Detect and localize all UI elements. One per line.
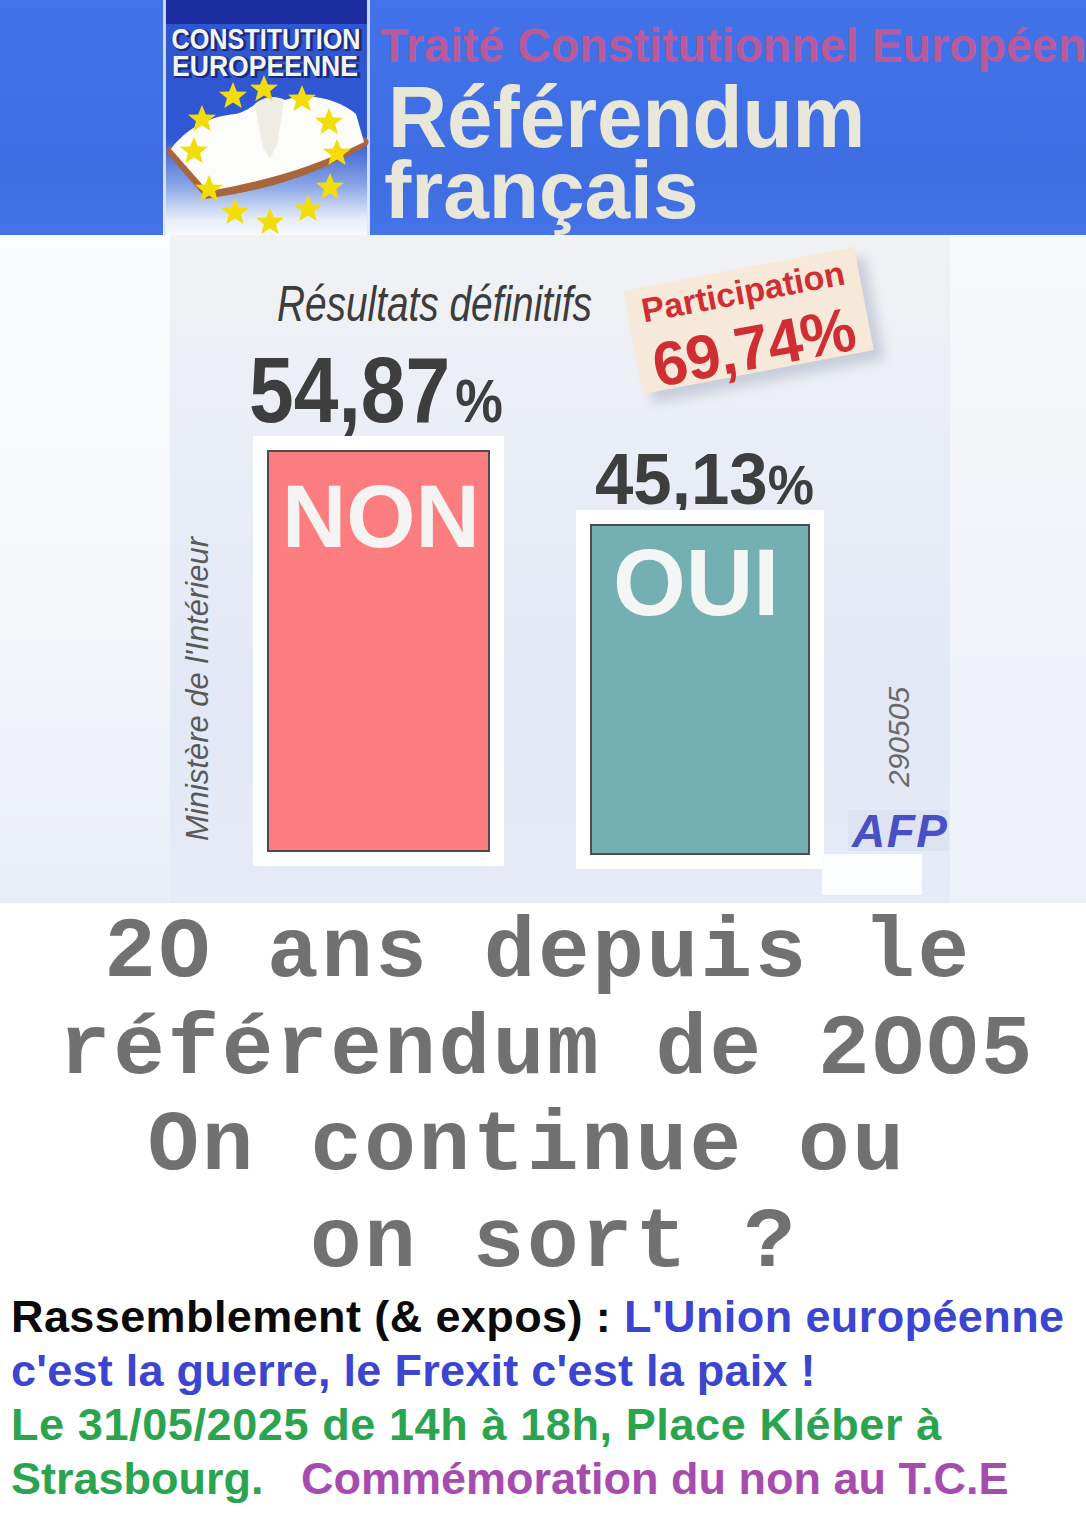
- svg-text:EUROPEENNE: EUROPEENNE: [172, 49, 358, 82]
